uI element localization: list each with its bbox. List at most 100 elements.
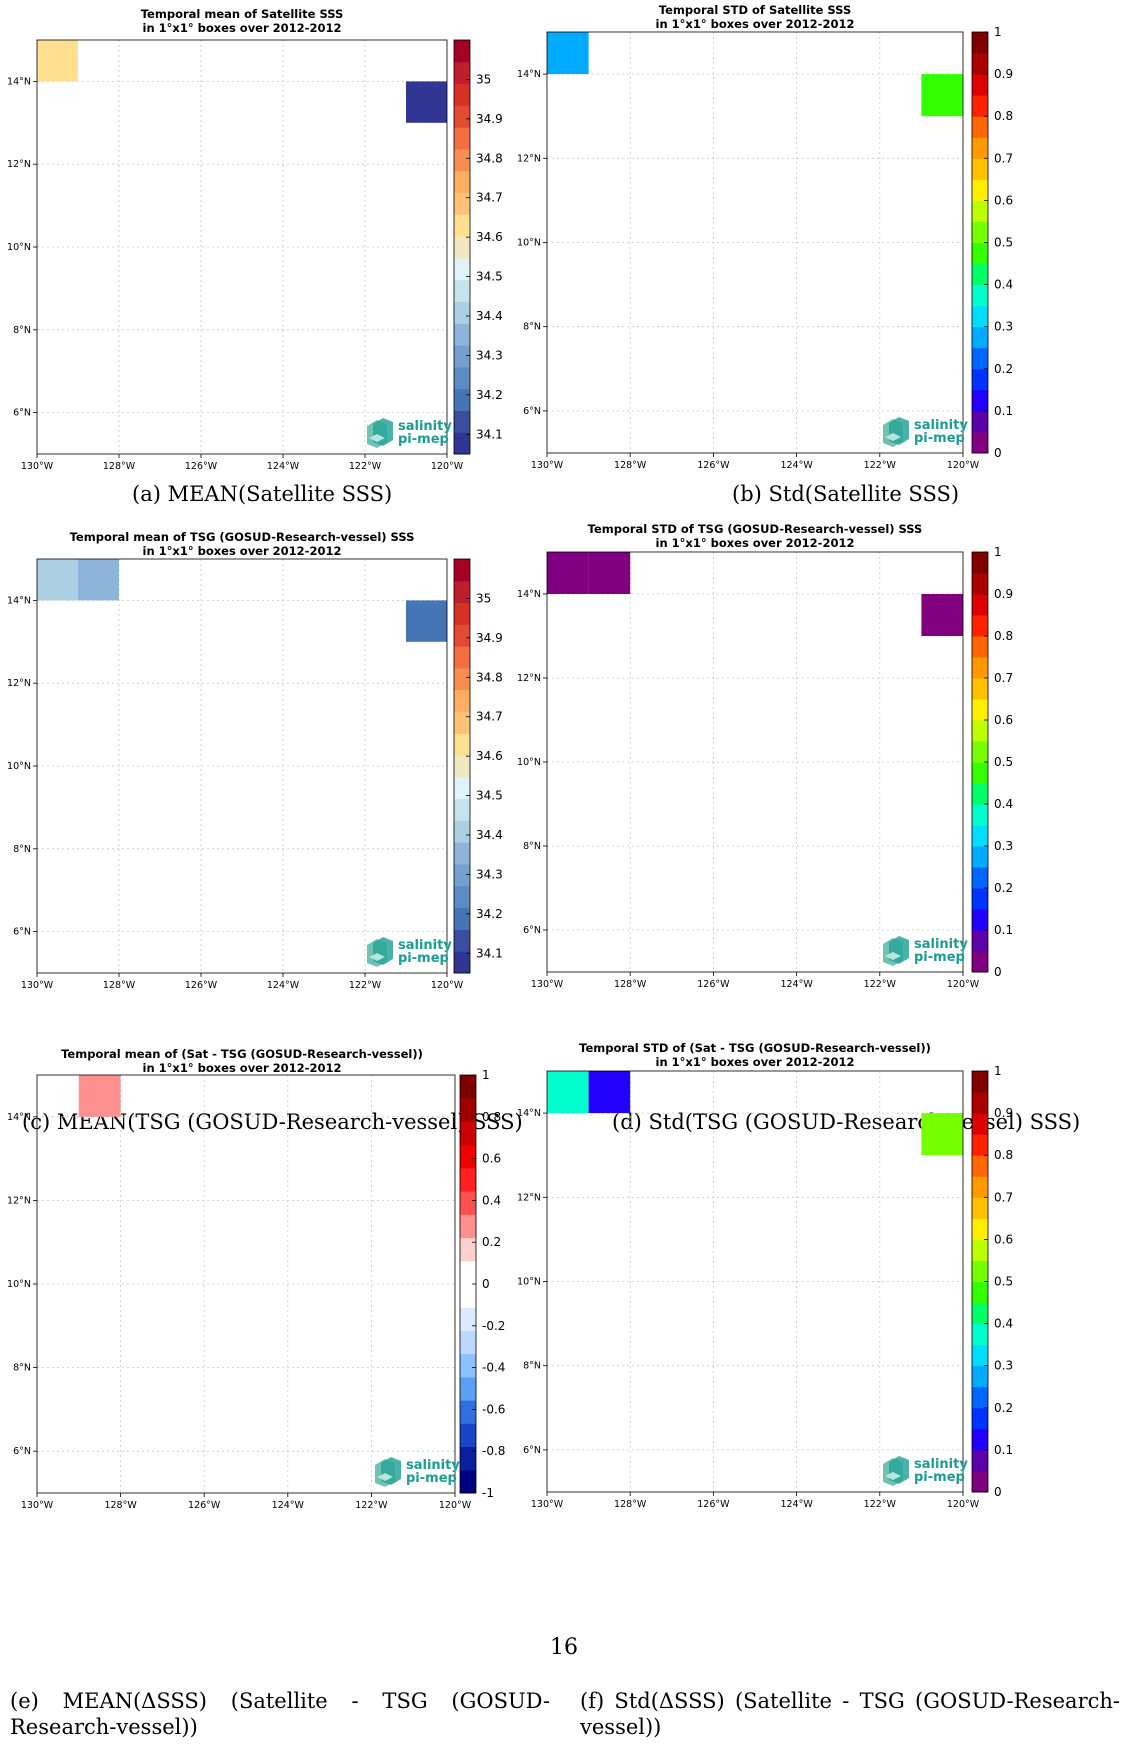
colorbar-segment [972,1113,988,1135]
colorbar-segment [454,214,470,237]
colorbar-segment [972,431,988,454]
colorbar-segment [454,410,470,433]
colorbar-segment [454,40,470,63]
colorbar-tick-label: 0.3 [994,320,1013,334]
colorbar-tick-label: 35 [476,72,491,86]
colorbar-tick-label: 0.8 [994,109,1013,123]
colorbar-tick-label: 0.8 [994,1148,1013,1162]
logo-text-salinity: salinity [914,1457,968,1472]
logo-text-pimep: pi-mep [406,1471,457,1486]
colorbar-segment [460,1260,476,1285]
colorbar-segment [972,221,988,243]
colorbar-tick-label: 34.7 [476,191,503,205]
colorbar-segment [972,1071,988,1093]
y-tick-label: 14°N [7,76,31,87]
colorbar-tick-label: 34.6 [476,749,503,763]
logo-shape [369,953,385,961]
logo-shape [889,936,909,964]
colorbar-segment [972,179,988,201]
colorbar-tick-label: 0.2 [994,362,1013,376]
colorbar: -1 -0.8 -0.6 -0.4 -0.2 0 0.2 0.4 0.6 0.8 1 [459,1068,505,1500]
x-tick-label: 124°W [267,461,300,472]
colorbar-segment [454,907,470,930]
data-cell [37,559,78,601]
colorbar-segment [460,1307,476,1331]
colorbar-segment [972,95,988,117]
plot-frame [546,1070,964,1493]
y-tick-label: 8°N [13,844,31,855]
colorbar-segment [460,1330,476,1355]
colorbar-tick-label: 34.3 [476,348,503,362]
data-cell [406,600,447,642]
colorbar-tick-label: 0.7 [994,671,1013,685]
colorbar-segment [460,1446,476,1471]
chart-panel-c: Temporal mean of TSG (GOSUD-Research-ves… [0,530,560,1077]
colorbar-segment [454,798,470,821]
colorbar-segment [454,192,470,215]
colorbar-segment [460,1191,476,1215]
x-tick-label: 128°W [103,980,136,991]
logo-shape [885,433,901,441]
colorbar-segment [454,388,470,411]
plot-frame [546,31,964,454]
chart-title: Temporal STD of (Sat - TSG (GOSUD-Resear… [579,1041,931,1055]
grid-lines [547,1071,963,1492]
colorbar-segment [972,32,988,54]
colorbar-tick-label: 34.5 [476,789,503,803]
logo-shape [885,1472,901,1480]
colorbar-segment [454,236,470,259]
colorbar-segment [972,804,988,826]
colorbar-segment [972,552,988,574]
colorbar-segment [972,1470,988,1493]
data-cell [588,552,631,594]
colorbar-segment [972,1428,988,1451]
x-tick-label: 124°W [780,460,813,471]
colorbar-tick-label: 34.1 [476,427,503,441]
colorbar-tick-label: 0.4 [994,278,1013,292]
colorbar-tick-label: 0.1 [994,1443,1013,1457]
colorbar-segment [460,1121,476,1146]
colorbar-tick-label: 0.3 [994,1359,1013,1373]
logo-shape [373,937,393,965]
caption-a: (a) MEAN(Satellite SSS) [132,482,393,506]
page-number: 16 [550,1635,578,1660]
x-tick-label: 126°W [697,1499,730,1510]
colorbar-segment [454,83,470,106]
logo-text-pimep: pi-mep [914,950,965,965]
colorbar-tick-label: 34.4 [476,828,503,842]
logo-text-pimep: pi-mep [398,432,449,447]
logo-text-pimep: pi-mep [914,1470,965,1485]
colorbar: 0 0.1 0.2 0.3 0.4 0.5 0.6 0.7 0.8 0.9 1 [971,25,1013,460]
colorbar-segment [454,885,470,909]
logo-shape [889,417,909,445]
x-tick-label: 126°W [697,460,730,471]
colorbar-segment [972,762,988,784]
x-tick-label: 120°W [431,980,464,991]
colorbar-segment [972,699,988,721]
colorbar-segment [454,279,470,302]
x-tick-label: 120°W [947,460,980,471]
colorbar-segment [972,137,988,159]
colorbar-tick-label: 0.8 [994,629,1013,643]
colorbar-tick-label: -0.4 [482,1361,505,1375]
colorbar-tick-label: 1 [994,25,1002,39]
colorbar-segment [972,930,988,952]
colorbar-segment [972,326,988,349]
colorbar-segment [460,1098,476,1122]
colorbar-segment [972,1197,988,1219]
x-tick-label: 122°W [349,980,382,991]
colorbar-segment [460,1284,476,1308]
x-tick-label: 122°W [349,461,382,472]
colorbar-tick-label: 0.9 [994,587,1013,601]
colorbar-segment [454,776,470,800]
colorbar-segment [454,127,470,150]
colorbar-segment [972,825,988,847]
x-tick-label: 120°W [947,1499,980,1510]
y-tick-label: 8°N [523,1361,541,1372]
chart-subtitle: in 1°x1° boxes over 2012-2012 [656,1055,855,1069]
colorbar-tick-label: 0.8 [482,1110,501,1124]
colorbar-segment [972,846,988,868]
colorbar-segment [972,1323,988,1346]
colorbar-tick-label: 0.9 [994,67,1013,81]
